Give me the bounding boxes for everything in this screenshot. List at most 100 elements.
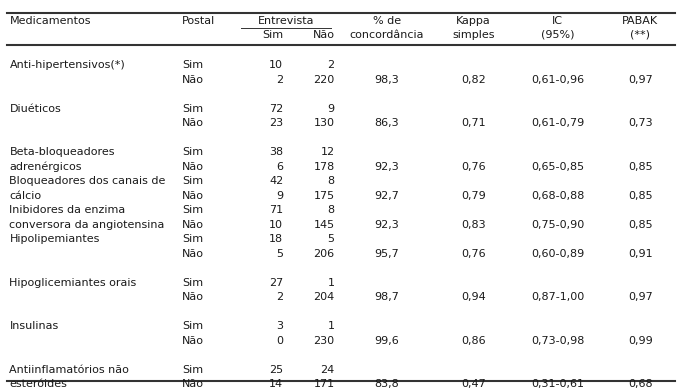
Text: 86,3: 86,3 (374, 118, 399, 128)
Text: 0,85: 0,85 (628, 220, 653, 230)
Text: 0,68-0,88: 0,68-0,88 (531, 191, 584, 201)
Text: 8: 8 (327, 205, 335, 215)
Text: 95,7: 95,7 (374, 249, 399, 259)
Text: 0,85: 0,85 (628, 162, 653, 172)
Text: 145: 145 (314, 220, 335, 230)
Text: Beta-bloqueadores: Beta-bloqueadores (10, 147, 115, 157)
Text: Não: Não (182, 220, 204, 230)
Text: Kappa: Kappa (456, 16, 490, 26)
Text: Não: Não (182, 292, 204, 302)
Text: Não: Não (182, 75, 204, 85)
Text: 23: 23 (269, 118, 283, 128)
Text: Inibidores da enzima: Inibidores da enzima (10, 205, 125, 215)
Text: esteróides: esteróides (10, 379, 68, 389)
Text: Sim: Sim (182, 364, 203, 375)
Text: Não: Não (182, 162, 204, 172)
Text: Bloqueadores dos canais de: Bloqueadores dos canais de (10, 176, 166, 186)
Text: 230: 230 (314, 336, 335, 345)
Text: Não: Não (182, 379, 204, 389)
Text: Insulinas: Insulinas (10, 321, 59, 331)
Text: 83,8: 83,8 (374, 379, 399, 389)
Text: 220: 220 (314, 75, 335, 85)
Text: 0,79: 0,79 (461, 191, 486, 201)
Text: Não: Não (182, 118, 204, 128)
Text: % de: % de (373, 16, 401, 26)
Text: 0,61-0,96: 0,61-0,96 (531, 75, 584, 85)
Text: 99,6: 99,6 (374, 336, 399, 345)
Text: Sim: Sim (182, 176, 203, 186)
Text: 178: 178 (314, 162, 335, 172)
Text: 0,94: 0,94 (461, 292, 486, 302)
Text: Sim: Sim (182, 60, 203, 70)
Text: Anti-hipertensivos(*): Anti-hipertensivos(*) (10, 60, 125, 70)
Text: conversora da angiotensina: conversora da angiotensina (10, 220, 165, 230)
Text: 204: 204 (314, 292, 335, 302)
Text: Hipoglicemiantes orais: Hipoglicemiantes orais (10, 278, 137, 287)
Text: 10: 10 (269, 220, 283, 230)
Text: 1: 1 (327, 278, 335, 287)
Text: 98,7: 98,7 (374, 292, 400, 302)
Text: 130: 130 (314, 118, 335, 128)
Text: 1: 1 (327, 321, 335, 331)
Text: 92,7: 92,7 (374, 191, 400, 201)
Text: PABAK: PABAK (622, 16, 658, 26)
Text: Não: Não (312, 30, 335, 40)
Text: 0,97: 0,97 (628, 75, 653, 85)
Text: 12: 12 (321, 147, 335, 157)
Text: 5: 5 (276, 249, 283, 259)
Text: 0,86: 0,86 (461, 336, 486, 345)
Text: 92,3: 92,3 (374, 162, 399, 172)
Text: 0,87-1,00: 0,87-1,00 (531, 292, 584, 302)
Text: Antiinflamatórios não: Antiinflamatórios não (10, 364, 130, 375)
Text: 6: 6 (276, 162, 283, 172)
Text: 18: 18 (269, 234, 283, 244)
Text: 92,3: 92,3 (374, 220, 399, 230)
Text: 0,76: 0,76 (461, 162, 486, 172)
Text: Sim: Sim (182, 321, 203, 331)
Text: 72: 72 (269, 104, 283, 114)
Text: Medicamentos: Medicamentos (10, 16, 91, 26)
Text: 0,60-0,89: 0,60-0,89 (531, 249, 584, 259)
Text: 0,68: 0,68 (628, 379, 653, 389)
Text: Entrevista: Entrevista (258, 16, 314, 26)
Text: 42: 42 (269, 176, 283, 186)
Text: Sim: Sim (182, 234, 203, 244)
Text: 5: 5 (327, 234, 335, 244)
Text: 0,65-0,85: 0,65-0,85 (531, 162, 584, 172)
Text: 0,76: 0,76 (461, 249, 486, 259)
Text: 71: 71 (269, 205, 283, 215)
Text: 9: 9 (327, 104, 335, 114)
Text: 10: 10 (269, 60, 283, 70)
Text: 24: 24 (321, 364, 335, 375)
Text: 206: 206 (314, 249, 335, 259)
Text: (95%): (95%) (541, 30, 574, 40)
Text: 2: 2 (276, 75, 283, 85)
Text: 0,47: 0,47 (461, 379, 486, 389)
Text: 0,71: 0,71 (461, 118, 486, 128)
Text: 0,85: 0,85 (628, 191, 653, 201)
Text: Sim: Sim (182, 205, 203, 215)
Text: Diuéticos: Diuéticos (10, 104, 61, 114)
Text: 175: 175 (314, 191, 335, 201)
Text: 8: 8 (327, 176, 335, 186)
Text: IC: IC (552, 16, 563, 26)
Text: Postal: Postal (182, 16, 216, 26)
Text: 14: 14 (269, 379, 283, 389)
Text: 2: 2 (327, 60, 335, 70)
Text: 0,82: 0,82 (461, 75, 486, 85)
Text: Não: Não (182, 191, 204, 201)
Text: 0,73: 0,73 (628, 118, 653, 128)
Text: 9: 9 (276, 191, 283, 201)
Text: Hipolipemiantes: Hipolipemiantes (10, 234, 100, 244)
Text: 0,83: 0,83 (461, 220, 486, 230)
Text: 0,91: 0,91 (628, 249, 653, 259)
Text: cálcio: cálcio (10, 191, 42, 201)
Text: 25: 25 (269, 364, 283, 375)
Text: Não: Não (182, 336, 204, 345)
Text: 0,73-0,98: 0,73-0,98 (531, 336, 584, 345)
Text: 0,61-0,79: 0,61-0,79 (531, 118, 584, 128)
Text: 171: 171 (314, 379, 335, 389)
Text: 2: 2 (276, 292, 283, 302)
Text: 38: 38 (269, 147, 283, 157)
Text: 0,97: 0,97 (628, 292, 653, 302)
